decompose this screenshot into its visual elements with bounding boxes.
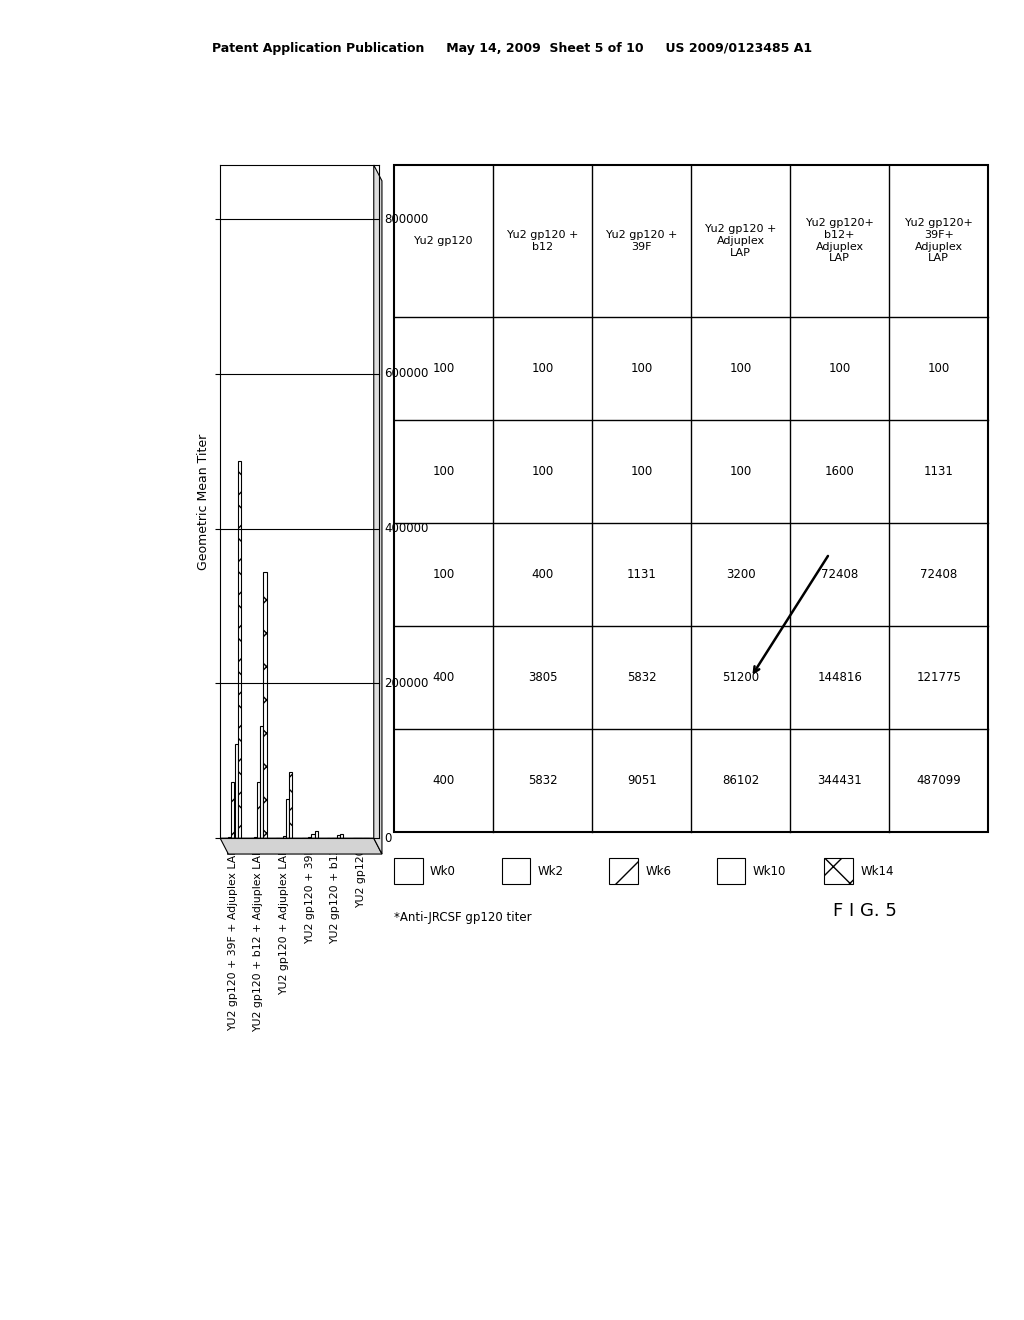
Text: 487099: 487099 — [916, 774, 962, 787]
Bar — [337, 836, 340, 838]
Text: 0: 0 — [384, 832, 391, 845]
Text: Yu2 gp120 +
b12: Yu2 gp120 + b12 — [507, 230, 579, 252]
Text: 600000: 600000 — [384, 367, 428, 380]
Text: 72408: 72408 — [821, 568, 858, 581]
Text: 100: 100 — [729, 465, 752, 478]
Text: 400000: 400000 — [384, 523, 428, 535]
Bar — [289, 772, 292, 838]
Bar — [238, 461, 241, 838]
Text: 200000: 200000 — [384, 677, 428, 690]
Text: 5832: 5832 — [627, 671, 656, 684]
Text: 800000: 800000 — [384, 213, 428, 226]
Bar — [311, 834, 314, 838]
Text: F I G. 5: F I G. 5 — [834, 902, 897, 920]
Text: 100: 100 — [631, 465, 653, 478]
Bar — [283, 836, 286, 838]
Text: Patent Application Publication     May 14, 2009  Sheet 5 of 10     US 2009/01234: Patent Application Publication May 14, 2… — [212, 42, 812, 55]
Text: Yu2 gp120+
39F+
Adjuplex
LAP: Yu2 gp120+ 39F+ Adjuplex LAP — [905, 219, 973, 263]
Text: 100: 100 — [729, 362, 752, 375]
Text: 344431: 344431 — [817, 774, 862, 787]
Text: Wk2: Wk2 — [538, 865, 563, 878]
Bar — [260, 726, 263, 838]
Text: Yu2 gp120: Yu2 gp120 — [415, 236, 473, 246]
Text: Wk6: Wk6 — [645, 865, 671, 878]
Text: 9051: 9051 — [627, 774, 656, 787]
Bar — [286, 799, 289, 838]
Text: 1600: 1600 — [824, 465, 855, 478]
Bar — [263, 572, 266, 838]
Text: 400: 400 — [531, 568, 554, 581]
Text: Yu2 gp120 +
39F: Yu2 gp120 + 39F — [606, 230, 678, 252]
Text: 72408: 72408 — [920, 568, 957, 581]
Bar — [314, 832, 317, 838]
Text: Yu2 gp120+
b12+
Adjuplex
LAP: Yu2 gp120+ b12+ Adjuplex LAP — [806, 219, 873, 263]
Text: 1131: 1131 — [627, 568, 656, 581]
Bar — [257, 783, 260, 838]
Text: Wk10: Wk10 — [753, 865, 786, 878]
Text: 121775: 121775 — [916, 671, 962, 684]
Bar — [234, 744, 238, 838]
Text: 51200: 51200 — [722, 671, 759, 684]
Text: 100: 100 — [928, 362, 950, 375]
Text: Yu2 gp120 +
Adjuplex
LAP: Yu2 gp120 + Adjuplex LAP — [705, 224, 776, 257]
Text: 100: 100 — [531, 465, 554, 478]
Text: 3200: 3200 — [726, 568, 756, 581]
Text: 100: 100 — [432, 465, 455, 478]
Text: 5832: 5832 — [528, 774, 557, 787]
Text: 100: 100 — [432, 362, 455, 375]
Bar — [231, 783, 234, 838]
Y-axis label: Geometric Mean Titer: Geometric Mean Titer — [197, 433, 210, 570]
Text: 100: 100 — [531, 362, 554, 375]
Text: Wk14: Wk14 — [860, 865, 894, 878]
Text: 100: 100 — [631, 362, 653, 375]
Text: 144816: 144816 — [817, 671, 862, 684]
Bar — [340, 834, 343, 838]
Text: *Anti-JRCSF gp120 titer: *Anti-JRCSF gp120 titer — [394, 911, 531, 924]
Text: 100: 100 — [828, 362, 851, 375]
Text: Wk0: Wk0 — [430, 865, 456, 878]
Text: 400: 400 — [432, 671, 455, 684]
Text: 3805: 3805 — [528, 671, 557, 684]
Text: 1131: 1131 — [924, 465, 953, 478]
Text: 86102: 86102 — [722, 774, 760, 787]
Text: 100: 100 — [432, 568, 455, 581]
Text: 400: 400 — [432, 774, 455, 787]
